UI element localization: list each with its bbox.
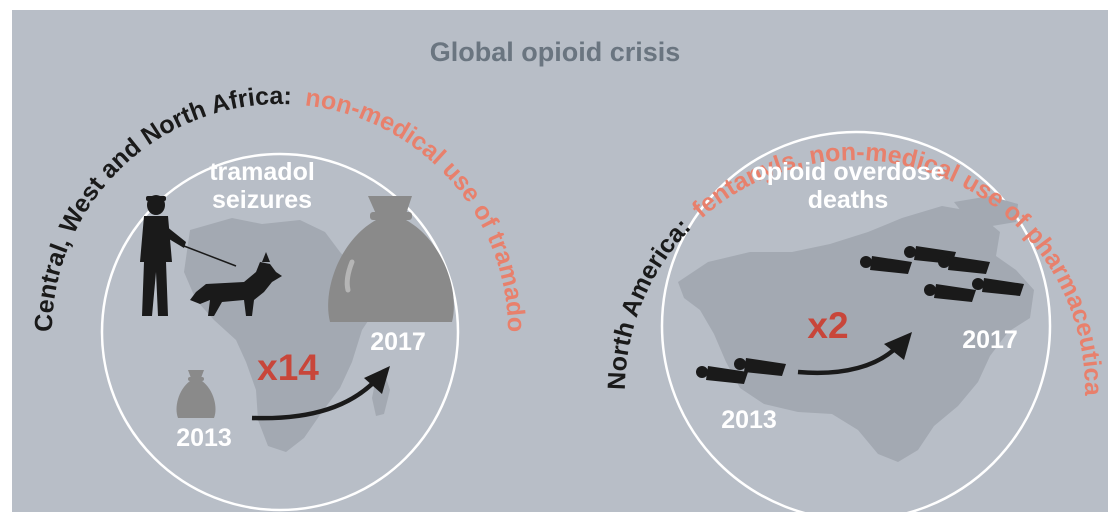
- police-officer-icon: [140, 195, 186, 316]
- north-america-multiplier: x2: [807, 305, 848, 346]
- lying-person-icon: [696, 366, 748, 384]
- africa-multiplier: x14: [257, 347, 319, 388]
- north-america-year-end: 2017: [962, 326, 1018, 354]
- africa-year-end: 2017: [370, 328, 426, 356]
- police-dog-icon: [190, 252, 282, 316]
- small-bag-icon: [176, 370, 216, 418]
- greenland-shape: [954, 196, 1018, 226]
- africa-circle: [100, 152, 460, 512]
- north-america-label-line2: deaths: [808, 186, 889, 214]
- africa-arrowhead-icon: [364, 366, 390, 394]
- lying-person-icon: [734, 358, 786, 376]
- page-title: Global opioid crisis: [430, 37, 681, 67]
- africa-growth-arrow: [251, 376, 380, 421]
- africa-label-line1: tramadol: [209, 158, 315, 186]
- africa-label-line2: seizures: [212, 186, 312, 214]
- lying-person-icon: [938, 256, 990, 274]
- north-america-map-shape: [678, 206, 1034, 462]
- lying-person-icon: [972, 278, 1024, 296]
- large-bag-icon: [328, 196, 454, 322]
- north-america-arrowhead-icon: [884, 332, 912, 360]
- lying-person-icon: [924, 284, 976, 302]
- north-america-label-line1: opioid overdose: [751, 158, 944, 186]
- africa-year-start: 2013: [176, 424, 232, 452]
- north-america-year-start: 2013: [721, 406, 777, 434]
- leash-line: [183, 245, 237, 267]
- north-america-circle: [660, 130, 1052, 520]
- north-america-growth-arrow: [797, 344, 900, 376]
- lying-person-icon: [860, 256, 912, 274]
